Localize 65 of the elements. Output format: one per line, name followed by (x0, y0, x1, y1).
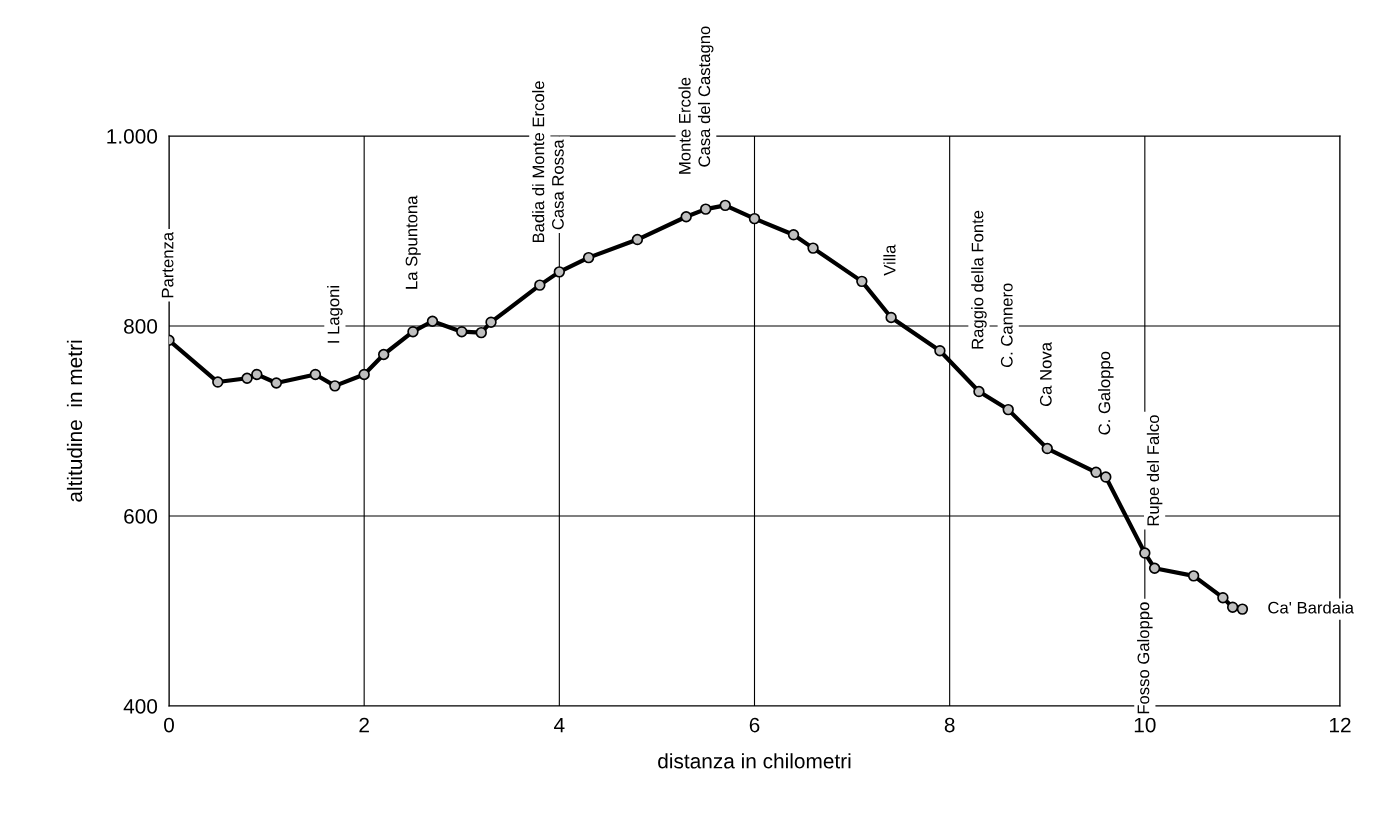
point (680, 211, 692, 223)
annotation: I Lagoni (327, 286, 343, 343)
annotation: Ca Nova (1039, 342, 1052, 407)
point (475, 326, 487, 339)
x-tick-label: 0 (164, 717, 174, 733)
annotation: Villa (883, 244, 896, 276)
point (748, 212, 761, 225)
point (631, 233, 644, 246)
point (377, 348, 390, 361)
y-tick-label: 400 (123, 699, 158, 714)
point (787, 229, 800, 241)
point (485, 316, 497, 328)
point (407, 326, 419, 338)
point (534, 279, 546, 291)
annotation: Rupe del Falco (1146, 415, 1163, 526)
point (1148, 562, 1161, 574)
point (1187, 570, 1200, 582)
point (1236, 603, 1249, 615)
annotation: C. Cannero (1000, 283, 1013, 368)
point (1041, 442, 1053, 455)
point (241, 372, 253, 384)
point (1100, 471, 1112, 483)
point (856, 275, 868, 288)
point (1002, 403, 1014, 416)
annotation: La Spuntona (405, 195, 421, 289)
y-tick-label: 1.000 (107, 129, 158, 144)
x-tick-label: 6 (749, 717, 760, 733)
point (719, 199, 731, 212)
annotation: Casa Rossa (552, 139, 564, 230)
point (1090, 466, 1102, 478)
annotation: Ca' Bardaia (1268, 601, 1354, 614)
point (885, 311, 897, 324)
x-axis-title: distanza in chilometri (658, 753, 851, 769)
x-tick-label: 12 (1330, 717, 1351, 733)
annotation: Partenza (161, 231, 174, 298)
annotation: Badia di Monte Ercole (532, 81, 545, 243)
point (1217, 592, 1229, 604)
annotation: Casa del Castagno (697, 26, 714, 167)
y-axis-title: altitudine in metri (66, 340, 83, 502)
annotation: C. Galoppo (1098, 351, 1114, 435)
point (973, 385, 985, 398)
point (212, 376, 224, 388)
point (270, 377, 283, 389)
point (251, 368, 263, 381)
point (329, 380, 341, 392)
point (1226, 601, 1239, 613)
point (582, 251, 595, 264)
point (426, 315, 439, 327)
point (807, 242, 819, 254)
annotation: Monte Ercole (678, 77, 691, 174)
x-tick-label: 10 (1134, 717, 1156, 733)
point (358, 368, 370, 381)
point (553, 266, 566, 278)
point (934, 345, 946, 357)
point (309, 368, 322, 381)
y-tick-label: 600 (124, 509, 158, 524)
x-tick-label: 4 (554, 717, 565, 733)
point (700, 203, 712, 215)
y-tick-label: 800 (124, 319, 158, 334)
annotation: Fosso Galoppo (1137, 602, 1153, 714)
x-tick-label: 2 (359, 717, 369, 733)
x-tick-label: 8 (944, 717, 955, 733)
annotation: Raggio della Fonte (971, 210, 987, 349)
point (456, 326, 468, 338)
point (1139, 547, 1151, 559)
